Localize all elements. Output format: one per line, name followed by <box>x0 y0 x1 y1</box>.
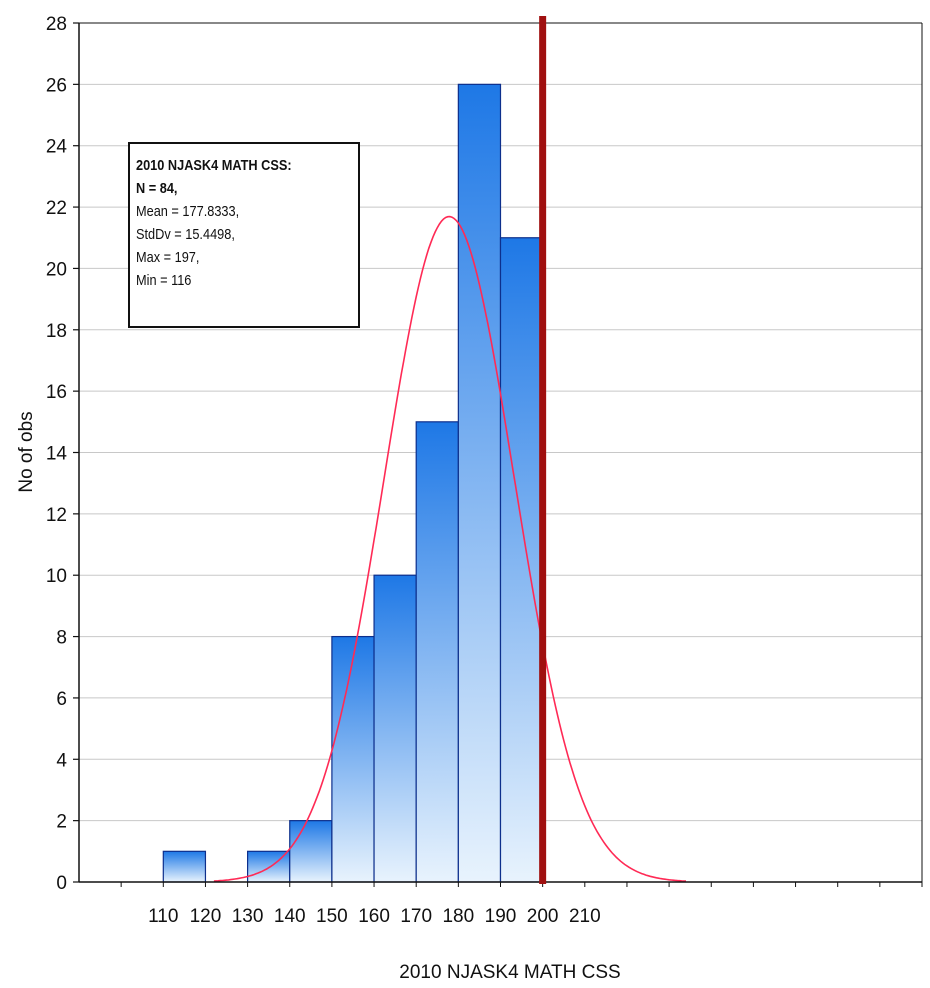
legend-line-min: Min = 116 <box>136 272 192 289</box>
histogram-bar-8 <box>499 237 544 883</box>
x-tick-label-3: 140 <box>274 906 306 927</box>
y-tick-label-3: 6 <box>56 689 67 710</box>
histogram-bar-5 <box>373 574 417 883</box>
x-tick-label-4: 150 <box>316 906 348 927</box>
x-tick-label-10: 210 <box>569 906 601 927</box>
y-axis-label: No of obs <box>16 411 37 492</box>
x-tick-label-1: 120 <box>190 906 222 927</box>
histogram-bar-3 <box>289 820 333 883</box>
y-tick-label-12: 24 <box>46 137 68 158</box>
axes <box>73 22 923 887</box>
y-tick-label-7: 14 <box>46 444 68 465</box>
histogram-bar-6 <box>415 421 459 883</box>
x-tick-label-0: 110 <box>148 906 178 927</box>
legend-line-n: N = 84, <box>136 180 178 197</box>
legend-line-max: Max = 197, <box>136 249 200 266</box>
x-tick-label-6: 170 <box>400 906 432 927</box>
x-axis-label: 2010 NJASK4 MATH CSS <box>399 962 620 983</box>
legend-line-stddev: StdDv = 15.4498, <box>136 226 235 243</box>
stats-legend: 2010 NJASK4 MATH CSS: N = 84, Mean = 177… <box>128 142 360 328</box>
y-tick-label-10: 20 <box>46 259 67 280</box>
histogram-bar-0 <box>162 850 207 883</box>
y-tick-label-9: 18 <box>46 321 67 342</box>
y-tick-label-14: 28 <box>46 14 67 35</box>
y-tick-label-11: 22 <box>46 198 67 219</box>
histogram-bars <box>162 83 544 883</box>
y-tick-label-1: 2 <box>56 812 67 833</box>
x-tick-label-9: 200 <box>527 906 559 927</box>
y-tick-label-13: 26 <box>46 75 67 96</box>
y-tick-label-8: 16 <box>46 382 67 403</box>
normal-curve-line <box>213 215 687 882</box>
legend-line-mean: Mean = 177.8333, <box>136 203 240 220</box>
y-tick-label-4: 8 <box>56 628 67 649</box>
x-tick-label-7: 180 <box>442 906 474 927</box>
x-tick-label-2: 130 <box>232 906 264 927</box>
y-tick-label-6: 12 <box>46 505 67 526</box>
y-tick-label-2: 4 <box>56 750 67 771</box>
normal-curve <box>213 215 687 882</box>
x-tick-labels: 110 120 130 140 150 160 170 180 190 200 210 <box>148 906 601 927</box>
legend-title: 2010 NJASK4 MATH CSS: <box>136 157 292 174</box>
histogram-bar-7 <box>457 83 502 883</box>
histogram-bar-4 <box>331 635 375 883</box>
y-tick-label-0: 0 <box>56 873 67 894</box>
x-tick-label-8: 190 <box>485 906 517 927</box>
x-tick-label-5: 160 <box>358 906 390 927</box>
y-tick-label-5: 10 <box>46 566 67 587</box>
